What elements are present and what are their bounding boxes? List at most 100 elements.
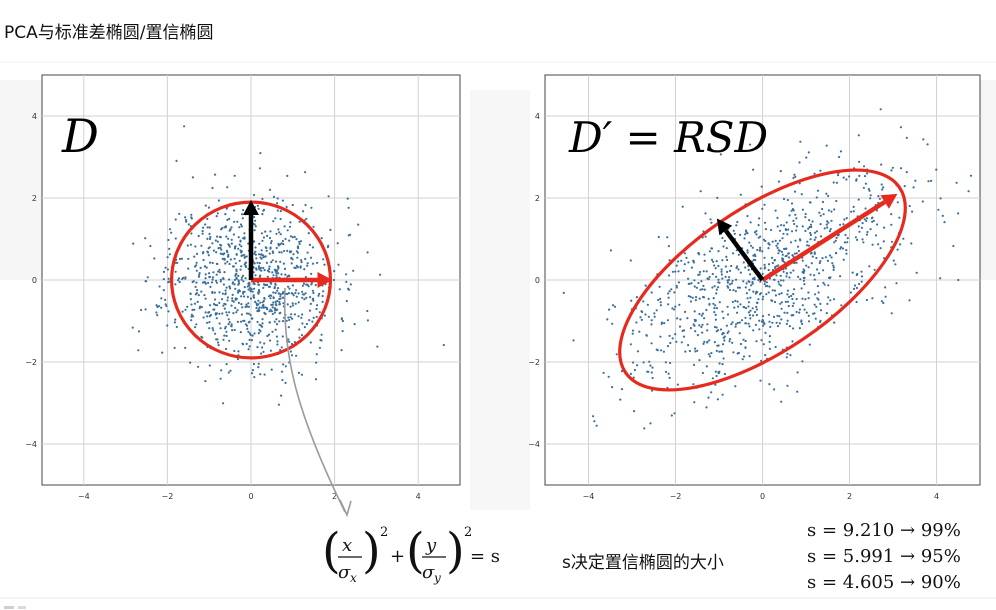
scatter-point	[782, 232, 785, 235]
scatter-point	[892, 259, 895, 262]
scatter-point	[261, 318, 264, 321]
scatter-point	[862, 186, 865, 189]
scatter-point	[209, 285, 212, 288]
scatter-point	[737, 253, 740, 256]
scatter-point	[791, 254, 794, 257]
scatter-point	[937, 208, 940, 211]
scatter-point	[263, 269, 266, 272]
scatter-point	[240, 313, 243, 316]
scatter-point	[710, 391, 713, 394]
scatter-point	[799, 239, 802, 242]
scatter-point	[156, 314, 159, 317]
scatter-point	[201, 230, 204, 233]
scatter-point	[777, 180, 781, 183]
scatter-point	[700, 325, 703, 329]
scatter-point	[230, 325, 233, 328]
scatter-point	[301, 284, 304, 287]
scatter-point	[694, 350, 697, 353]
scatter-point	[206, 321, 209, 324]
scatter-point	[274, 217, 277, 220]
scatter-point	[277, 272, 280, 275]
scatter-point	[212, 249, 215, 252]
scatter-point	[322, 290, 325, 293]
scatter-point	[890, 213, 893, 216]
scatter-point	[865, 298, 868, 302]
scatter-point	[880, 163, 883, 166]
scatter-point	[160, 297, 163, 300]
scatter-point	[754, 310, 757, 314]
scatter-point	[255, 268, 258, 271]
scatter-point	[250, 317, 253, 320]
scatter-point	[807, 291, 810, 294]
scatter-point	[221, 292, 224, 295]
scatter-point	[184, 346, 187, 349]
scatter-point	[226, 251, 229, 254]
scatter-point	[787, 304, 790, 308]
scatter-point	[827, 194, 830, 198]
scatter-point	[884, 295, 887, 298]
scatter-point	[592, 415, 595, 418]
y-tick-label: −4	[25, 440, 37, 449]
scatter-point	[261, 254, 265, 257]
scatter-point	[744, 316, 747, 319]
scatter-point	[810, 262, 813, 265]
scatter-point	[713, 341, 716, 344]
scatter-point	[240, 265, 243, 268]
scatter-point	[957, 278, 960, 282]
scatter-point	[293, 266, 296, 269]
s-value: 4.605	[842, 572, 895, 593]
scatter-point	[166, 324, 169, 327]
scatter-point	[738, 332, 741, 335]
scatter-point	[714, 370, 717, 373]
scatter-point	[757, 236, 760, 239]
scatter-point	[186, 244, 189, 247]
confidence-level-row: s = 5.991 → 95%	[807, 546, 961, 567]
scatter-point	[835, 252, 838, 255]
scatter-point	[657, 235, 660, 239]
scatter-point	[291, 203, 294, 207]
scatter-point	[844, 233, 847, 237]
scatter-point	[268, 188, 272, 191]
scatter-point	[712, 260, 715, 263]
scatter-point	[244, 305, 247, 309]
scatter-point	[842, 258, 845, 261]
scatter-point	[293, 341, 296, 344]
scatter-point	[765, 281, 768, 284]
scatter-point	[761, 298, 764, 301]
scatter-point	[235, 276, 238, 279]
scatter-point	[826, 220, 829, 223]
scatter-point	[294, 302, 297, 305]
scatter-point	[717, 281, 720, 284]
scatter-point	[721, 236, 724, 240]
scatter-point	[232, 312, 235, 315]
scatter-point	[771, 299, 774, 302]
scatter-point	[693, 279, 696, 282]
scatter-point	[758, 328, 761, 331]
scatter-point	[877, 195, 880, 198]
scatter-point	[725, 324, 728, 327]
scatter-point	[869, 228, 872, 231]
scatter-point	[305, 217, 308, 220]
scatter-point	[239, 320, 243, 323]
scatter-point	[197, 275, 200, 278]
scatter-point	[725, 255, 728, 258]
scatter-point	[189, 298, 192, 301]
scatter-point	[301, 322, 304, 325]
scatter-point	[234, 287, 237, 290]
scatter-point	[670, 288, 673, 291]
scatter-point	[298, 336, 301, 339]
scatter-point	[815, 256, 818, 260]
scatter-point	[639, 316, 642, 319]
scatter-point	[244, 277, 247, 280]
scatter-point	[826, 259, 829, 262]
scatter-point	[216, 338, 219, 341]
paren-close-1: )	[362, 523, 381, 579]
scatter-point	[245, 303, 248, 306]
scatter-point	[187, 257, 190, 260]
scatter-point	[890, 312, 893, 315]
scatter-point	[316, 261, 319, 264]
scatter-point	[247, 312, 250, 315]
scatter-point	[721, 259, 724, 262]
scatter-point	[256, 346, 259, 349]
scatter-point	[760, 339, 763, 342]
